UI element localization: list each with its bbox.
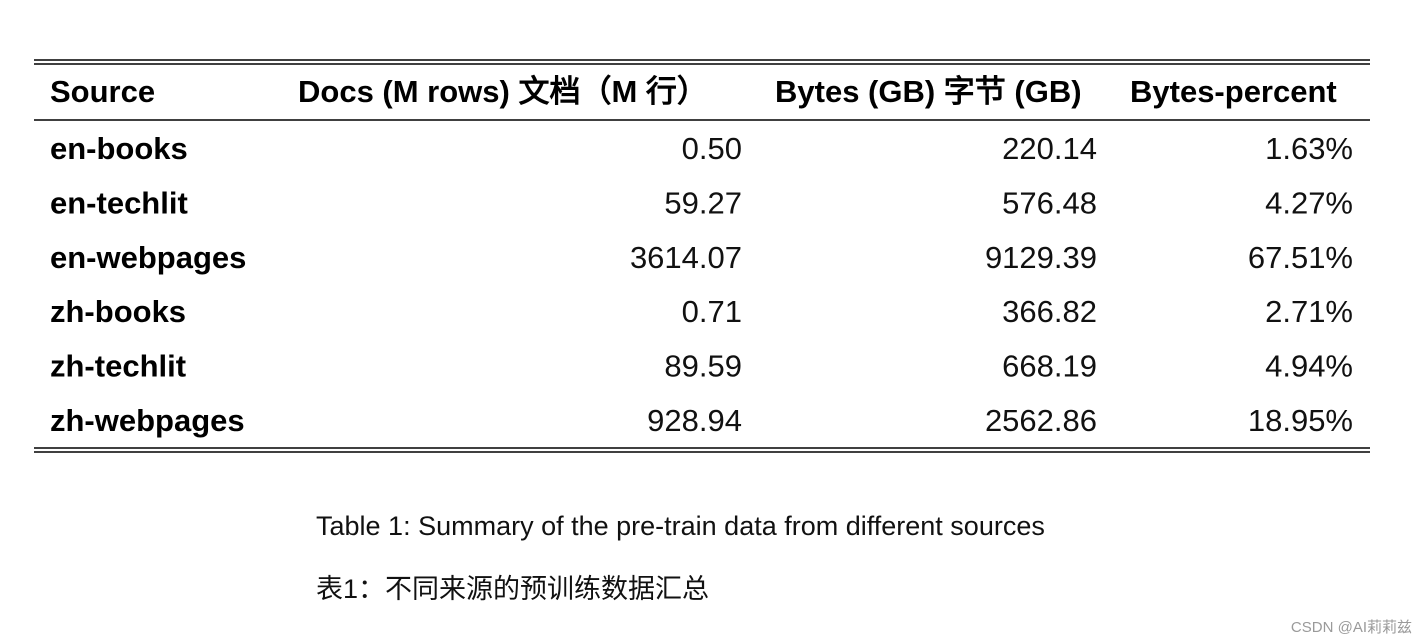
header-cell: Source [50,74,155,109]
watermark: CSDN @AI莉莉兹 [1291,619,1412,636]
header-cell: Bytes-percent [1130,74,1337,109]
number-cell: 59.27 [664,185,742,220]
number-cell: 220.14 [1002,131,1097,166]
number-cell: 89.59 [664,349,742,384]
number-cell: 0.50 [682,131,742,166]
table-body: en-books 0.50 220.14 1.63% en-techlit 59.27 57… [50,131,1353,438]
number-cell: 2.71% [1265,294,1353,329]
number-cell: 928.94 [647,403,742,438]
number-cell: 9129.39 [985,240,1097,275]
number-cell: 2562.86 [985,403,1097,438]
source-cell: zh-techlit [50,349,186,384]
number-cell: 67.51% [1248,240,1353,275]
source-cell: en-techlit [50,185,188,220]
source-cell: en-webpages [50,240,246,275]
number-cell: 4.94% [1265,349,1353,384]
source-cell: zh-webpages [50,403,245,438]
caption: Table 1: Summary of the pre-train data f… [316,511,1045,541]
caption: 表1：不同来源的预训练数据汇总 [316,574,709,604]
number-cell: 366.82 [1002,294,1097,329]
number-cell: 668.19 [1002,349,1097,384]
number-cell: 576.48 [1002,185,1097,220]
header-cell: Docs (M rows) 文档（M 行） [298,74,708,109]
number-cell: 18.95% [1248,403,1353,438]
source-cell: en-books [50,131,188,166]
number-cell: 1.63% [1265,131,1353,166]
header-cell: Bytes (GB) 字节 (GB) [775,74,1082,109]
number-cell: 4.27% [1265,185,1353,220]
number-cell: 3614.07 [630,240,742,275]
source-cell: zh-books [50,294,186,329]
number-cell: 0.71 [682,294,742,329]
